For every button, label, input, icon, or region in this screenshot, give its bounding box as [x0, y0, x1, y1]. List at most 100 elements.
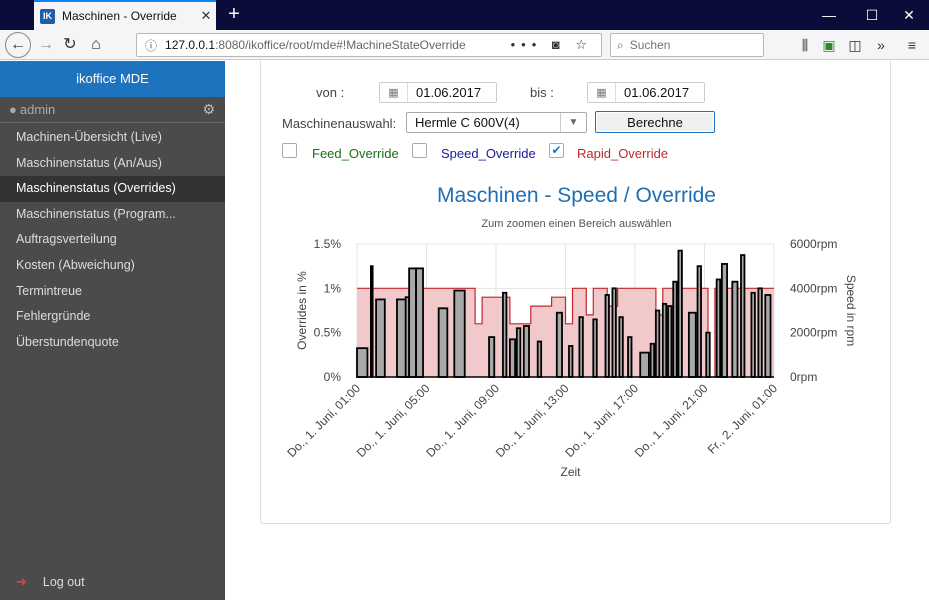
- gear-icon[interactable]: ⚙: [202, 101, 215, 117]
- von-label: von :: [316, 85, 345, 100]
- checkbox-speed-override[interactable]: [412, 143, 427, 158]
- x-tick-label: Do., 1. Juni, 05:00: [354, 381, 433, 460]
- chevron-down-icon[interactable]: ▼: [560, 113, 586, 132]
- speed-bar: [604, 294, 610, 378]
- speed-bar: [672, 280, 678, 378]
- speed-bar: [502, 291, 508, 378]
- y-left-axis-title: Overrides in %: [295, 271, 309, 350]
- bis-date-input[interactable]: [616, 85, 696, 100]
- speed-bar: [536, 340, 543, 378]
- bis-date-field[interactable]: ▦: [587, 82, 705, 103]
- library-icon[interactable]: ⫼: [801, 37, 809, 53]
- browser-titlebar: IK Maschinen - Override ✕ + — ☐ ✕: [0, 0, 929, 30]
- menu-icon[interactable]: ≡: [907, 37, 917, 53]
- close-window-icon[interactable]: ✕: [903, 7, 915, 23]
- y-right-axis-title: Speed in rpm: [844, 275, 858, 346]
- back-arrow-icon[interactable]: ←: [5, 32, 31, 58]
- logout-icon: ➜: [16, 574, 27, 589]
- overflow-icon[interactable]: »: [877, 37, 885, 53]
- speed-bar: [661, 302, 668, 378]
- y-left-tick-label: 1%: [324, 281, 342, 295]
- sidebar-item[interactable]: Maschinenstatus (Overrides): [0, 176, 225, 202]
- sidebar-item[interactable]: Fehlergründe: [16, 309, 91, 324]
- info-icon[interactable]: ⓘ: [145, 38, 158, 53]
- new-tab-icon[interactable]: +: [228, 3, 240, 25]
- speed-bar: [375, 298, 386, 378]
- speed-bar: [568, 345, 574, 378]
- machine-select[interactable]: Hermle C 600V(4) ▼: [406, 112, 587, 133]
- checkbox-label: Feed_Override: [312, 146, 399, 161]
- url-path: :8080/ikoffice/root/mde#!MachineStateOve…: [215, 38, 466, 52]
- sidebar-item[interactable]: Maschinenstatus (Program...: [16, 206, 176, 221]
- y-right-tick-label: 4000rpm: [790, 281, 837, 295]
- speed-bar: [555, 311, 563, 378]
- speed-bar: [667, 305, 673, 378]
- override-chart[interactable]: 0% 0.5% 1% 1.5% 0rpm 2000rpm 4000rpm 6000rpm Do.…: [261, 61, 892, 524]
- sidebar-toggle-icon[interactable]: ◫: [848, 37, 862, 53]
- calendar-icon[interactable]: ▦: [588, 83, 616, 102]
- minimize-icon[interactable]: —: [822, 7, 836, 23]
- main-content: von : ▦ bis : ▦ Maschinenauswahl: Hermle…: [225, 61, 929, 600]
- y-right-tick-label: 2000rpm: [790, 326, 837, 340]
- sidebar-item[interactable]: Kosten (Abweichung): [16, 257, 135, 272]
- calendar-icon[interactable]: ▦: [380, 83, 408, 102]
- machine-select-value: Hermle C 600V(4): [415, 115, 520, 130]
- speed-bar: [627, 336, 633, 378]
- checkbox-label: Speed_Override: [441, 146, 536, 161]
- sidebar-item[interactable]: Maschinenstatus (An/Aus): [16, 155, 162, 170]
- url-host: 127.0.0.1: [165, 38, 216, 52]
- username: admin: [19, 102, 56, 117]
- extension-icon[interactable]: ▣: [822, 37, 836, 53]
- speed-bar: [578, 316, 584, 378]
- speed-bar: [408, 267, 417, 378]
- y-left-tick-label: 0.5%: [314, 326, 342, 340]
- speed-bar: [696, 265, 702, 378]
- x-tick-label: Do., 1. Juni, 01:00: [284, 381, 363, 460]
- checkbox-label: Rapid_Override: [577, 146, 669, 161]
- von-date-input[interactable]: [408, 85, 488, 100]
- x-tick-label: Do., 1. Juni, 17:00: [562, 381, 641, 460]
- speed-bar: [764, 294, 772, 378]
- speed-bar: [611, 287, 617, 378]
- sidebar-item[interactable]: Machinen-Übersicht (Live): [16, 130, 162, 144]
- speed-bar: [677, 249, 683, 378]
- chart-subtitle: Zum zoomen einen Bereich auswählen: [481, 218, 672, 230]
- series-line-rapid-override: [357, 287, 774, 378]
- sidebar-item[interactable]: Auftragsverteilung: [16, 232, 117, 247]
- speed-bar: [654, 309, 661, 378]
- speed-bar: [639, 351, 650, 378]
- url-bar[interactable]: ⓘ 127.0.0.1 :8080/ikoffice/root/mde#!Mac…: [136, 33, 602, 57]
- sidebar-item[interactable]: Termintreue: [16, 283, 82, 298]
- home-icon[interactable]: ⌂: [91, 36, 101, 53]
- chart-panel: von : ▦ bis : ▦ Maschinenauswahl: Hermle…: [260, 61, 891, 524]
- close-tab-icon[interactable]: ✕: [200, 8, 212, 23]
- checkbox-feed-override[interactable]: [282, 143, 297, 158]
- logout-label: Log out: [42, 575, 85, 589]
- x-tick-label: Do., 1. Juni, 21:00: [632, 381, 711, 460]
- browser-navbar: ← → ↻ ⌂ ⓘ 127.0.0.1 :8080/ikoffice/root/…: [0, 30, 929, 60]
- tab-title: Maschinen - Override: [62, 9, 177, 23]
- forward-arrow-icon[interactable]: →: [38, 36, 54, 53]
- speed-bar: [508, 338, 517, 378]
- page-actions-icon[interactable]: ••• ◙ ☆: [510, 37, 593, 52]
- speed-bar: [453, 289, 466, 378]
- reload-icon[interactable]: ↻: [63, 36, 77, 53]
- speed-bar: [705, 331, 711, 378]
- chart-title: Maschinen - Speed / Override: [437, 184, 716, 207]
- search-bar[interactable]: ⌕: [610, 33, 764, 57]
- speed-bar: [370, 265, 374, 378]
- calculate-button[interactable]: Berechne: [595, 111, 715, 133]
- speed-bar: [720, 263, 728, 378]
- maximize-icon[interactable]: ☐: [865, 7, 879, 23]
- von-date-field[interactable]: ▦: [379, 82, 497, 103]
- logout-button[interactable]: ➜ Log out: [16, 574, 85, 590]
- sidebar-item[interactable]: Überstundenquote: [16, 334, 119, 349]
- checkbox-rapid-override[interactable]: ✔: [549, 143, 564, 158]
- machine-label: Maschinenauswahl:: [282, 116, 397, 131]
- speed-bar: [592, 318, 598, 378]
- search-input[interactable]: [629, 38, 750, 52]
- speed-bar: [687, 311, 697, 378]
- speed-bar: [415, 267, 424, 378]
- browser-tab[interactable]: IK Maschinen - Override ✕: [34, 0, 216, 30]
- speed-bar: [649, 342, 656, 378]
